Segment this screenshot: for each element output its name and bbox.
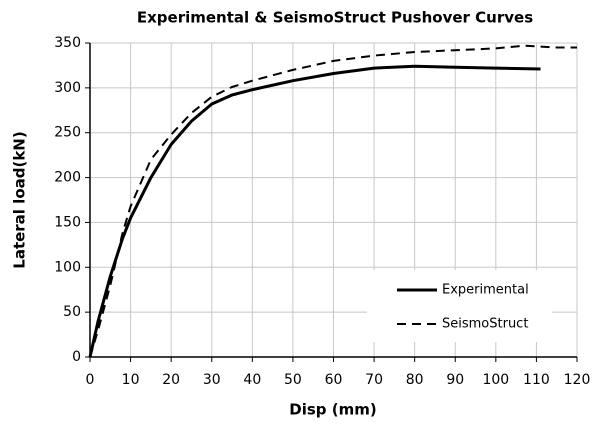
series-line	[88, 64, 541, 358]
y-tick-label: 100	[54, 259, 81, 275]
x-tick-label: 10	[122, 372, 140, 388]
x-tick-label: 70	[365, 372, 383, 388]
y-tick-label: 250	[54, 125, 81, 141]
y-tick-label: 150	[54, 214, 81, 230]
y-axis-label: Lateral load(kN)	[11, 131, 29, 268]
chart-title: Experimental & SeismoStruct Pushover Cur…	[137, 9, 533, 27]
x-tick-label: 120	[564, 372, 591, 388]
y-tick-label: 350	[54, 35, 81, 51]
x-tick-label: 0	[86, 372, 95, 388]
y-tick-label: 300	[54, 80, 81, 96]
y-tick-label: 200	[54, 170, 81, 186]
x-tick-label: 90	[446, 372, 464, 388]
legend-box	[367, 270, 552, 342]
x-tick-label: 50	[284, 372, 302, 388]
x-tick-label: 20	[162, 372, 180, 388]
series-line	[89, 44, 577, 358]
x-tick-label: 40	[243, 372, 261, 388]
y-tick-label: 50	[63, 304, 81, 320]
x-tick-label: 60	[325, 372, 343, 388]
x-tick-label: 110	[523, 372, 550, 388]
x-tick-label: 30	[203, 372, 221, 388]
x-axis-label: Disp (mm)	[289, 401, 376, 419]
x-tick-label: 80	[406, 372, 424, 388]
y-tick-label: 0	[72, 349, 81, 365]
x-tick-label: 100	[482, 372, 509, 388]
legend-label: Experimental	[442, 283, 529, 298]
legend-label: SeismoStruct	[442, 317, 528, 332]
